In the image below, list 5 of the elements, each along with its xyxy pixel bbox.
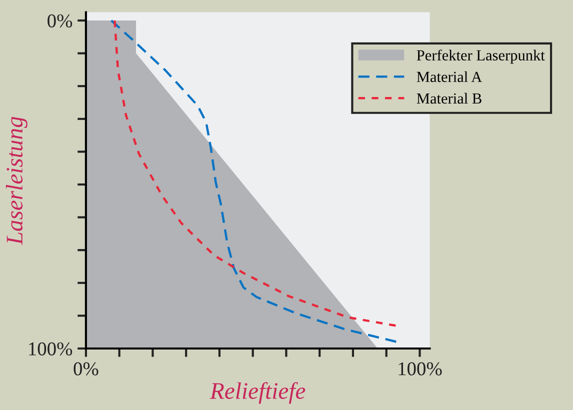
y-axis-title: Laserleistung [6, 116, 28, 245]
legend-label: Perfekter Laserpunkt [416, 50, 545, 64]
x-axis-title: Relieftiefe [210, 382, 306, 404]
legend-label: Material B [416, 92, 482, 104]
legend-label: Material A [416, 71, 482, 82]
